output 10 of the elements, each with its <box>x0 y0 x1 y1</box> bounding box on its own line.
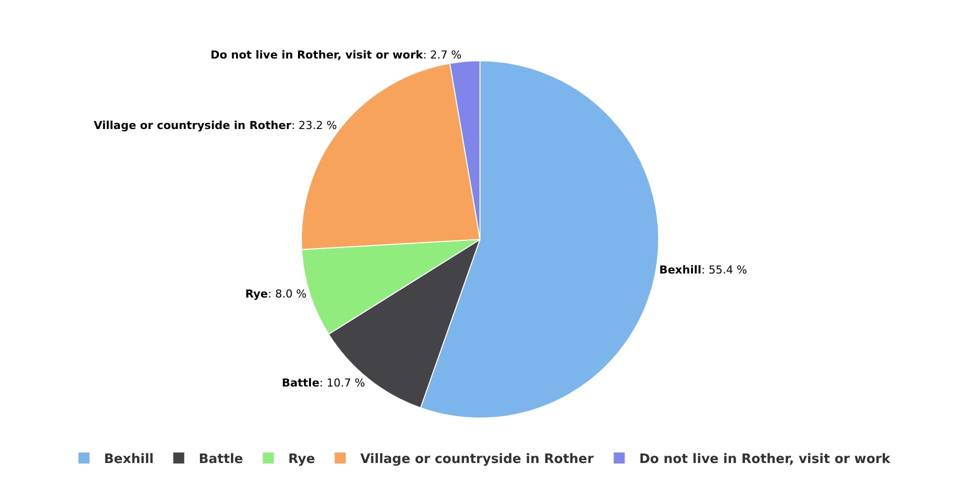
slice-label: Village or countryside in Rother <box>94 119 292 132</box>
slice-label: Do not live in Rother, visit or work <box>210 48 424 62</box>
legend-label: Rye <box>288 452 316 468</box>
legend-label: Battle <box>198 452 244 468</box>
legend-label: Do not live in Rother, visit or work <box>639 452 891 468</box>
slice-label: Bexhill <box>659 263 702 276</box>
legend-label: Village or countryside in Rother <box>360 452 594 468</box>
slice-label: Battle <box>282 376 320 390</box>
legend-label: Bexhill <box>104 452 154 468</box>
slice-label: Rye <box>245 288 268 301</box>
